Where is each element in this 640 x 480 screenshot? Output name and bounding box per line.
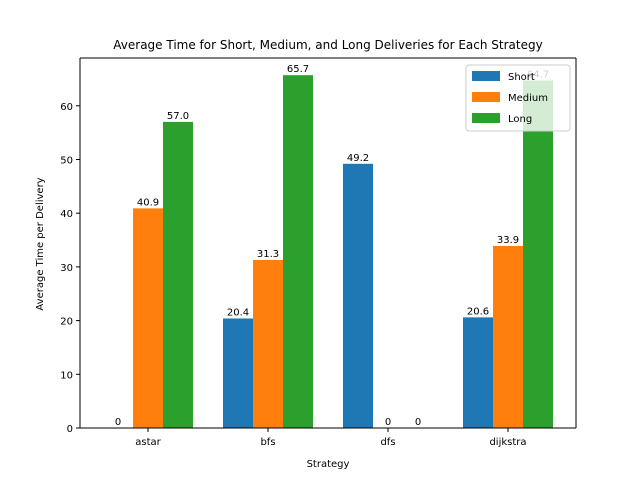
bar-label-medium-astar: 40.9 [137,197,159,208]
y-tick-label: 40 [60,209,73,220]
y-tick-label: 20 [60,317,73,328]
bar-label-short-dfs: 49.2 [347,153,369,164]
legend-swatch-short [472,71,500,81]
bar-medium-bfs [253,259,283,428]
bar-medium-astar [133,208,163,428]
y-tick-label: 10 [60,370,73,381]
bar-label-medium-dijkstra: 33.9 [497,235,519,246]
chart-title: Average Time for Short, Medium, and Long… [113,38,542,52]
y-tick-label: 30 [60,263,73,274]
bar-long-astar [163,121,193,428]
bar-label-medium-dfs: 0 [385,417,391,428]
legend-label-short: Short [508,72,535,83]
bar-label-short-dijkstra: 20.6 [467,306,489,317]
bar-label-long-bfs: 65.7 [287,64,309,75]
x-tick-label-dijkstra: dijkstra [489,437,526,448]
legend-swatch-medium [472,92,500,102]
legend-label-long: Long [508,114,532,125]
bar-long-dijkstra [523,80,553,428]
x-axis-label: Strategy [307,459,350,470]
x-tick-label-astar: astar [135,437,161,448]
bar-long-bfs [283,75,313,428]
bar-label-long-astar: 57.0 [167,111,189,122]
bar-short-dijkstra [463,317,493,428]
y-tick-label: 0 [67,424,73,435]
legend-swatch-long [472,113,500,123]
x-tick-label-bfs: bfs [260,437,275,448]
bar-label-short-astar: 0 [115,417,121,428]
bar-label-short-bfs: 20.4 [227,307,249,318]
bar-short-dfs [343,163,373,428]
legend-label-medium: Medium [508,93,548,104]
bars-layer [133,75,553,428]
bar-label-long-dfs: 0 [415,417,421,428]
y-axis-label: Average Time per Delivery [35,177,46,310]
x-tick-label-dfs: dfs [380,437,395,448]
y-tick-label: 50 [60,155,73,166]
bar-medium-dijkstra [493,245,523,428]
y-tick-label: 60 [60,102,73,113]
bar-label-medium-bfs: 31.3 [257,249,279,260]
bar-short-bfs [223,318,253,428]
axes-layer: 0 10 20 30 40 50 60 astar bfs dfs dijkstra [60,57,577,448]
legend: Short Medium Long [465,64,571,132]
